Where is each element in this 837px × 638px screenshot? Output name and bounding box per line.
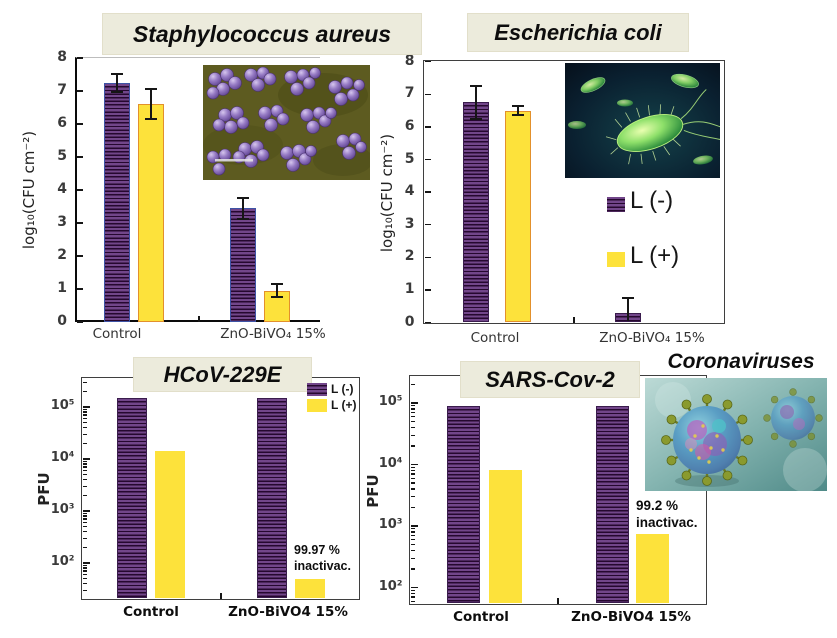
hcov-legend-l-minus-swatch [307, 383, 327, 396]
sars-title-box: SARS-Cov-2 [460, 361, 640, 398]
y-tick-label: 10⁵ [378, 394, 403, 409]
staph-micrograph-image [203, 65, 370, 180]
hcov-title: HCoV-229E [163, 361, 282, 387]
x-category-label: ZnO-BiVO4 15% [571, 609, 691, 625]
ecoli-yaxis-title: log₁₀(CFU cm⁻²) [378, 133, 396, 253]
ecoli-plot-frame [423, 60, 725, 324]
y-tick-label: 10⁴ [50, 450, 75, 465]
y-tick-label: 10² [378, 578, 403, 594]
hcov-inactivation-annotation: 99.97 % inactivac. [294, 543, 351, 573]
y-tick-label: 2 [57, 247, 67, 263]
y-tick-label: 10⁵ [50, 398, 75, 413]
y-tick-label: 5 [57, 148, 67, 164]
y-tick-label: 6 [404, 117, 415, 134]
ecoli-title-box: Escherichia coli [467, 13, 689, 52]
x-category-label: Control [470, 330, 520, 346]
y-tick-label: 1 [57, 280, 67, 296]
y-tick-label: 7 [57, 82, 67, 98]
y-tick-label: 10³ [378, 517, 403, 532]
y-tick-label: 10² [50, 554, 75, 569]
x-category-label: ZnO-BiVO4 15% [228, 604, 348, 620]
sars-inactivation-annotation: 99.2 % inactivac. [636, 498, 698, 530]
y-tick-label: 7 [404, 85, 415, 102]
y-tick-label: 0 [404, 313, 415, 330]
sars-yaxis-title: PFU [364, 474, 382, 508]
x-category-label: ZnO-BiVO₄ 15% [599, 330, 705, 346]
x-category-label: Control [123, 604, 179, 620]
coronaviruses-label: Coronaviruses [667, 350, 815, 373]
x-category-label: Control [453, 609, 509, 625]
scale-bar [215, 159, 253, 162]
main-virus [661, 394, 753, 486]
legend-l-plus-label: L (+) [630, 242, 680, 269]
x-category-label: Control [92, 326, 142, 342]
x-category-label: ZnO-BiVO₄ 15% [220, 326, 326, 342]
hcov-yaxis-title: PFU [35, 472, 53, 506]
legend-l-minus-swatch [607, 197, 625, 212]
secondary-virus [763, 388, 823, 448]
staph-yaxis-title: log₁₀(CFU cm⁻²) [20, 130, 38, 250]
hcov-title-box: HCoV-229E [133, 357, 312, 392]
coronavirus-image [645, 378, 827, 491]
legend-l-plus-swatch [607, 252, 625, 267]
hcov-legend-l-minus-label: L (-) [331, 382, 354, 396]
y-tick-label: 1 [404, 280, 415, 297]
y-tick-label: 6 [57, 115, 67, 131]
y-tick-label: 4 [57, 181, 67, 197]
hcov-legend-l-plus-label: L (+) [331, 398, 357, 412]
staph-title-box: Staphylococcus aureus [102, 13, 422, 55]
y-tick-label: 0 [57, 313, 67, 329]
ecoli-title: Escherichia coli [494, 19, 662, 45]
y-tick-label: 3 [57, 214, 67, 230]
y-tick-label: 10⁴ [378, 455, 403, 471]
hcov-legend-l-plus-swatch [307, 399, 327, 412]
ecoli-image [565, 63, 720, 178]
sars-title: SARS-Cov-2 [485, 366, 615, 392]
staph-title: Staphylococcus aureus [132, 20, 392, 47]
y-tick-label: 8 [404, 52, 415, 69]
legend-l-minus-label: L (-) [630, 187, 674, 214]
y-tick-label: 8 [57, 49, 67, 65]
